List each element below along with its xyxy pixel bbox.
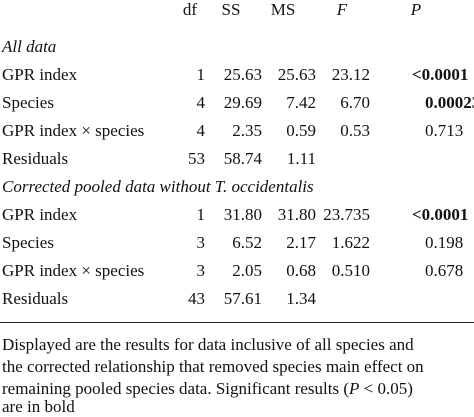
column-header: MS bbox=[270, 0, 296, 19]
cell: 29.69 bbox=[223, 93, 262, 112]
column-header: P bbox=[410, 0, 422, 19]
cell: 53 bbox=[188, 149, 205, 168]
cell: 0.53 bbox=[340, 121, 370, 140]
row-label: Species bbox=[2, 93, 54, 112]
cell: 1.622 bbox=[331, 233, 370, 252]
cell: 25.63 bbox=[223, 65, 262, 84]
cell: 4 bbox=[196, 121, 206, 140]
footnote-text: < 0.05) bbox=[359, 379, 413, 398]
footnote: remaining pooled species data. Significa… bbox=[2, 379, 413, 399]
cell: 57.61 bbox=[223, 289, 262, 308]
section-title: Corrected pooled data without T. occiden… bbox=[2, 177, 314, 196]
cell: 7.42 bbox=[286, 93, 316, 112]
column-header: df bbox=[182, 0, 198, 19]
p-value: 0.198 bbox=[425, 233, 464, 252]
cell: 1 bbox=[196, 65, 206, 84]
cell: 23.735 bbox=[323, 205, 370, 224]
row-label: Residuals bbox=[2, 149, 69, 168]
footnote: are in bold bbox=[2, 397, 75, 416]
p-value: 0.00023 bbox=[425, 93, 474, 112]
row-label: Residuals bbox=[2, 289, 69, 308]
column-header: F bbox=[336, 0, 348, 19]
cell: 25.63 bbox=[277, 65, 316, 84]
column-header: SS bbox=[221, 0, 241, 19]
p-value: <0.0001 bbox=[412, 205, 469, 224]
table-rule bbox=[0, 322, 474, 323]
row-label: GPR index × species bbox=[2, 121, 145, 140]
cell: 58.74 bbox=[223, 149, 262, 168]
cell: 2.35 bbox=[232, 121, 262, 140]
cell: 0.68 bbox=[286, 261, 316, 280]
section-title: All data bbox=[2, 37, 57, 56]
cell: 1 bbox=[196, 205, 206, 224]
cell: 2.05 bbox=[232, 261, 262, 280]
cell: 4 bbox=[196, 93, 206, 112]
cell: 31.80 bbox=[277, 205, 316, 224]
cell: 6.52 bbox=[232, 233, 262, 252]
cell: 31.80 bbox=[223, 205, 262, 224]
p-value: 0.678 bbox=[425, 261, 464, 280]
cell: 6.70 bbox=[340, 93, 370, 112]
p-value: <0.0001 bbox=[412, 65, 469, 84]
cell: 2.17 bbox=[286, 233, 316, 252]
cell: 0.510 bbox=[331, 261, 370, 280]
cell: 3 bbox=[196, 261, 206, 280]
cell: 0.59 bbox=[286, 121, 316, 140]
footnote-text: remaining pooled species data. Significa… bbox=[2, 379, 349, 398]
row-label: GPR index bbox=[2, 205, 78, 224]
row-label: GPR index bbox=[2, 65, 78, 84]
p-value: 0.713 bbox=[425, 121, 464, 140]
cell: 1.11 bbox=[286, 149, 316, 168]
cell: 1.34 bbox=[286, 289, 316, 308]
cell: 43 bbox=[188, 289, 205, 308]
footnote: Displayed are the results for data inclu… bbox=[2, 335, 414, 354]
footnote-text: P bbox=[349, 379, 360, 398]
row-label: Species bbox=[2, 233, 54, 252]
row-label: GPR index × species bbox=[2, 261, 145, 280]
cell: 3 bbox=[196, 233, 206, 252]
cell: 23.12 bbox=[331, 65, 370, 84]
footnote: the corrected relationship that removed … bbox=[2, 357, 424, 376]
